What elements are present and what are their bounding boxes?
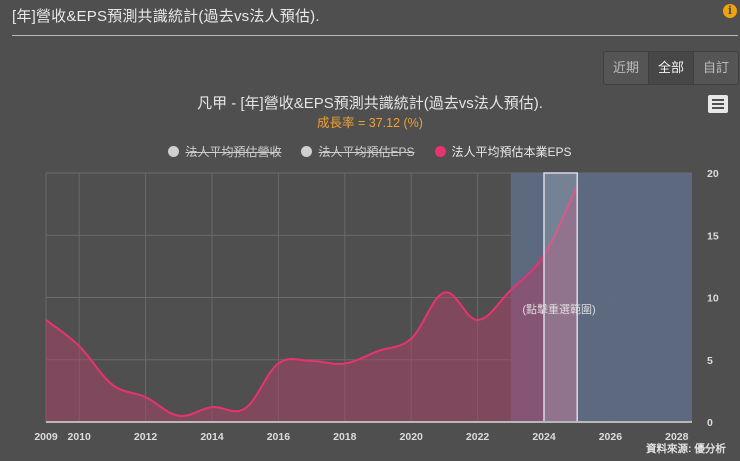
x-tick-label: 2026 (599, 431, 623, 443)
legend-dot-icon (434, 146, 446, 157)
chart-subtitle-growth-rate: 成長率 = 37.12 (%) (317, 116, 423, 130)
legend-item-eps[interactable]: 法人平均預估EPS (301, 143, 415, 160)
x-tick-label: 2014 (200, 431, 224, 443)
range-all-button[interactable]: 全部 (649, 52, 694, 84)
x-tick-label: 2024 (532, 431, 556, 443)
navigator-hint: (點擊重選範圍) (522, 302, 595, 316)
y-tick-label: 10 (707, 293, 719, 305)
series-line-core-eps[interactable] (45, 185, 579, 417)
x-tick-label: 2009 (34, 431, 58, 443)
x-tick-label: 2018 (333, 431, 357, 443)
x-tick-label: 2016 (267, 431, 291, 443)
info-icon[interactable]: i (723, 4, 737, 18)
y-tick-label: 15 (707, 230, 719, 242)
legend-item-revenue[interactable]: 法人平均預估營收 (168, 143, 281, 160)
navigator-highlight-band[interactable] (543, 172, 578, 423)
x-tick-label: 2028 (665, 431, 689, 443)
y-tick-label: 20 (707, 168, 719, 180)
y-axis-ticks: 0 5 10 15 20 (707, 168, 719, 429)
legend-item-core-eps[interactable]: 法人平均預估本業EPS (434, 143, 572, 160)
range-recent-button[interactable]: 近期 (604, 52, 649, 84)
chart-title: 凡甲 - [年]營收&EPS預測共識統計(過去vs法人預估). (197, 95, 543, 112)
series-area-fill (46, 185, 578, 422)
legend-dot-icon (301, 146, 313, 157)
x-tick-label: 2010 (68, 431, 92, 443)
hamburger-menu-icon[interactable] (708, 95, 728, 113)
title-divider (12, 35, 738, 36)
legend-label: 法人平均預估營收 (185, 145, 282, 159)
y-tick-label: 0 (707, 417, 713, 429)
x-axis-ticks: 2009 2010 2012 2014 2016 2018 2020 2022 2024 2026… (34, 431, 688, 443)
data-source-label: 資料來源: 優分析 (646, 443, 726, 455)
x-tick-label: 2012 (134, 431, 158, 443)
legend-label: 法人平均預估EPS (318, 145, 415, 159)
y-tick-label: 5 (707, 355, 713, 367)
x-tick-label: 2020 (400, 431, 424, 443)
legend-dot-icon (168, 146, 180, 157)
range-custom-button[interactable]: 自訂 (694, 52, 738, 84)
legend-label: 法人平均預估本業EPS (451, 145, 572, 159)
range-selector: 近期 全部 自訂 (603, 51, 739, 85)
chart-legend: 法人平均預估營收 法人平均預估EPS 法人平均預估本業EPS (0, 143, 740, 160)
page-title: [年]營收&EPS預測共識統計(過去vs法人預估). (12, 8, 320, 25)
x-tick-label: 2022 (466, 431, 490, 443)
